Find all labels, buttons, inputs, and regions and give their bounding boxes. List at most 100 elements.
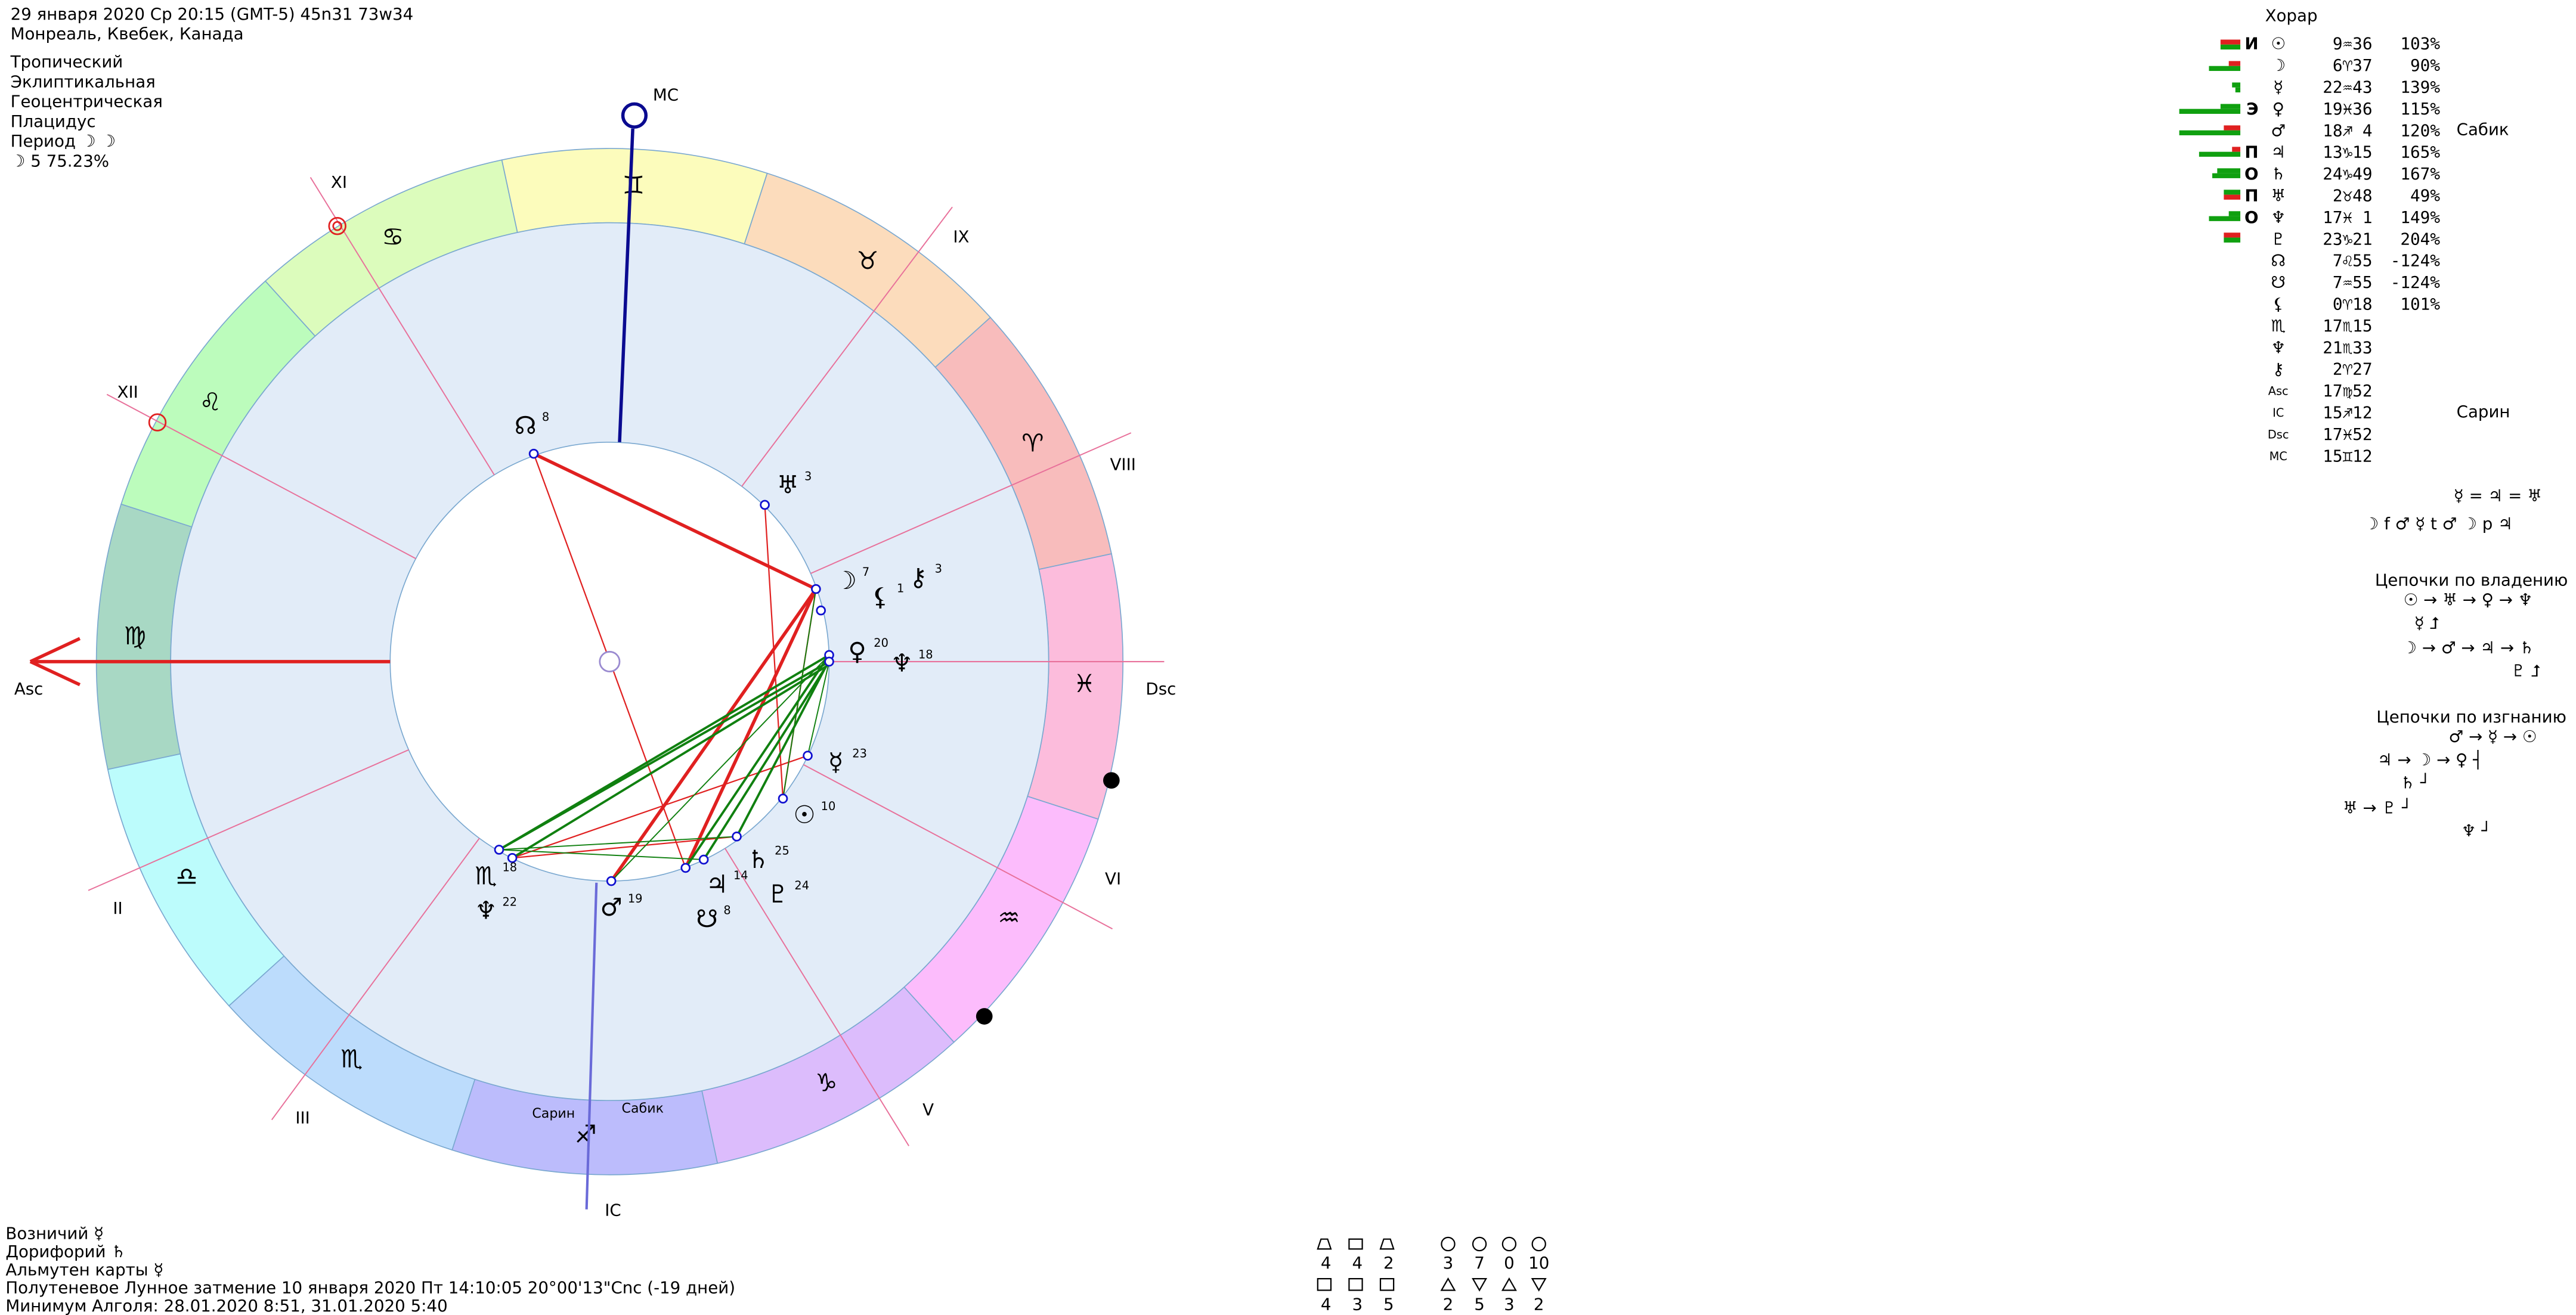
row-glyph: ♀ [2272,99,2284,119]
sign-glyph: ♌ [199,387,221,416]
row-glyph: IC [2272,406,2284,420]
planet-degree: 3 [804,469,812,483]
row-position: 7♒55 [2333,272,2373,292]
element-count: 5 [1383,1294,1394,1314]
row-position: 17♍52 [2323,381,2372,401]
house-label: VIII [1110,455,1136,474]
row-glyph: MC [2270,449,2287,463]
house-cusp [88,749,409,891]
row-percent: 167% [2400,164,2440,184]
setting: Тропический [10,52,123,72]
house-cusp [271,838,480,1121]
element-count: 3 [1352,1294,1363,1314]
mc-line [618,128,634,442]
ic-line [585,882,598,1209]
chain-line: ☉ → ♅ → ♀ → ♆ [2404,590,2533,610]
element-count: 3 [1443,1253,1454,1273]
house-cusp [724,848,910,1146]
element-count: 2 [1443,1294,1454,1314]
planet-glyph: ♇ [767,879,789,908]
row-percent: 49% [2410,186,2440,206]
row-glyph: ♇ [2271,229,2286,249]
sign-glyph: ♍ [124,621,146,650]
chain-line: ♄ ┘ [2400,773,2430,793]
house-cusp [106,393,416,559]
row-glyph: ☽ [2271,55,2286,75]
house-label: III [295,1108,309,1128]
planet-degree: 10 [821,799,836,813]
sign-glyph: ♐ [575,1119,597,1149]
row-percent: 139% [2400,77,2440,97]
sign-glyph: ♓ [1073,669,1095,698]
row-position: 15♊12 [2323,446,2372,466]
planet-degree: 3 [935,562,942,575]
planet-glyph: ☊ [515,411,537,440]
row-position: 7♌55 [2333,251,2373,271]
row-position: 2♈27 [2333,359,2373,379]
sign-glyph: ♉ [856,246,878,275]
row-glyph: ☿ [2273,77,2283,97]
row-glyph: ⚸ [2272,294,2284,314]
row-percent: 149% [2400,207,2440,227]
chain-line: ♂ → ☿ → ☉ [2449,727,2537,746]
house-label: II [113,898,122,918]
row-glyph: ☋ [2271,272,2286,292]
element-count: 5 [1474,1294,1485,1314]
row-glyph: ♆ [2271,337,2286,357]
planet-degree: 23 [852,746,867,760]
row-glyph: ♏ [2271,316,2286,336]
row-percent: 115% [2400,99,2440,119]
row-glyph: ♂ [2271,120,2286,140]
planet-degree: 18 [502,860,517,874]
row-percent: 165% [2400,142,2440,162]
footer-line: Дорифорий ♄ [5,1242,126,1261]
chain-line: ♃ → ☽ → ♀ ┤ [2377,750,2483,770]
row-glyph: ♃ [2271,142,2286,162]
row-position: 17♏15 [2323,316,2372,336]
row-percent: 101% [2400,294,2440,314]
planet-glyph: ♄ [747,845,769,874]
sign-glyph: ♋ [382,222,404,251]
planet-glyph: ♏ [475,861,497,891]
footer-line: Альмутен карты ☿ [5,1260,163,1279]
planet-degree: 20 [874,636,888,650]
row-position: 17♓ 1 [2323,207,2372,227]
row-position: 24♑49 [2323,164,2372,184]
planet-glyph: ☋ [696,904,718,933]
row-position: 23♑21 [2323,229,2372,249]
row-glyph: ☉ [2271,34,2286,54]
row-glyph: ♅ [2271,186,2286,206]
element-count: 10 [1528,1253,1549,1273]
row-marker: П [2244,186,2258,206]
element-count: 4 [1321,1294,1332,1314]
planet-degree: 8 [723,903,730,917]
row-percent: 90% [2410,55,2440,75]
house-cusp [741,206,953,487]
planet-glyph: ☽ [835,566,857,595]
element-count: 4 [1352,1253,1363,1273]
planet-glyph: ♆ [475,896,497,925]
planet-glyph: ♃ [706,869,728,898]
relation: ☿ = ♃ = ♅ [2454,486,2542,505]
element-count: 3 [1504,1294,1515,1314]
row-percent: 204% [2400,229,2440,249]
chain-line: ♇ ⮥ [2511,661,2541,681]
planet-degree: 18 [918,647,933,661]
setting: Эклиптикальная [11,72,156,91]
star-label: Сарин [532,1106,575,1121]
planet-degree: 8 [542,410,549,424]
planet-degree: 19 [628,892,643,905]
planet-glyph: ♅ [777,470,799,500]
wheel: ♈ ♉ ♊ ♋ ♌ ♍ ♎ ♏ ♐ ♑ ♒ ♓ [30,128,1165,1209]
planet-glyph: ⚷ [909,563,927,592]
row-position: 6♈37 [2333,55,2373,75]
planet-glyph: ⚸ [871,582,889,612]
element-count: 4 [1321,1253,1332,1273]
angle-label: Asc [14,679,44,699]
planet-degree: 1 [897,582,904,596]
row-position: 21♏33 [2323,337,2372,357]
planet-glyph: ♆ [891,648,913,677]
